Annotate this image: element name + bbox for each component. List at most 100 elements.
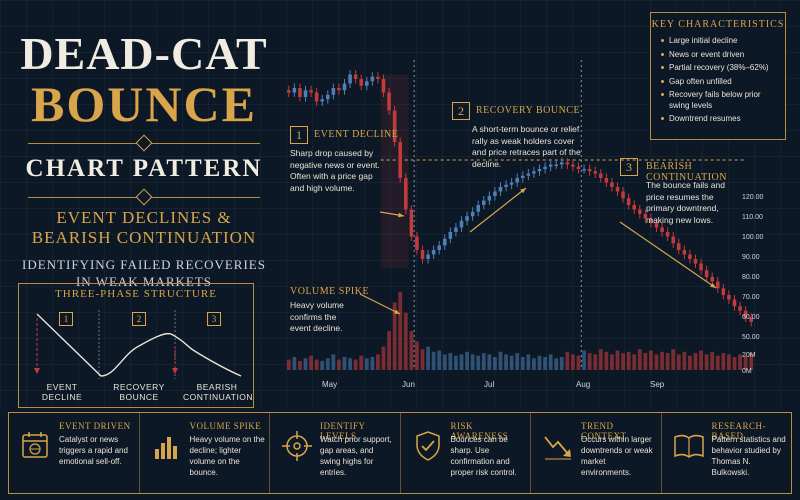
- x-tick-label: Aug: [576, 380, 591, 389]
- candle-body: [359, 79, 363, 86]
- volume-bar: [743, 355, 748, 370]
- candle-body: [365, 81, 369, 86]
- key-item: Gap often unfilled: [661, 77, 779, 88]
- feature-bar: EVENT DRIVEN Catalyst or news triggers a…: [8, 412, 792, 494]
- candle-body: [521, 175, 525, 178]
- candle-body: [716, 281, 720, 289]
- chart-svg: [286, 60, 754, 370]
- candle-body: [632, 205, 636, 210]
- annotation-3-number: 3: [620, 158, 638, 176]
- candle-body: [420, 250, 425, 259]
- volume-bar: [392, 302, 397, 370]
- candle-body: [326, 94, 330, 100]
- candle-body: [314, 92, 319, 102]
- volume-bar: [621, 353, 625, 370]
- candle-body: [621, 191, 625, 199]
- volume-bar: [448, 353, 453, 370]
- phase-label-3: BEARISH CONTINUATION: [183, 382, 254, 402]
- calendar-globe-icon: [22, 432, 48, 458]
- y-tick-label: 120.00: [742, 194, 764, 201]
- volume-bar: [515, 353, 520, 370]
- volume-bar: [398, 292, 403, 370]
- x-tick-label: Jul: [484, 380, 495, 389]
- volume-bar: [359, 355, 364, 370]
- candle-body: [626, 198, 631, 205]
- three-phase-structure: THREE-PHASE STRUCTURE 1 2 3 EVENT DECLIN…: [18, 283, 254, 408]
- volume-bars-icon: [154, 437, 177, 459]
- volume-bar: [738, 354, 742, 370]
- candle-body: [571, 164, 575, 167]
- candle-body: [526, 173, 531, 176]
- volume-bar: [286, 359, 291, 370]
- y-tick-label: 70.00: [742, 294, 760, 301]
- volume-bar: [715, 355, 720, 370]
- crosshair-icon: [282, 431, 312, 461]
- subtitle: EVENT DECLINES & BEARISH CONTINUATION: [31, 208, 257, 247]
- candle-body: [470, 211, 475, 217]
- candle-body: [576, 166, 581, 169]
- candle-body: [309, 90, 313, 93]
- volume-bar: [487, 354, 492, 370]
- candle-body: [392, 110, 397, 142]
- volume-bar: [732, 357, 737, 370]
- volume-bar: [498, 351, 503, 370]
- candle-body: [704, 270, 709, 277]
- key-list: Large initial decline News or event driv…: [651, 36, 785, 125]
- continuation-arrow-head: [710, 282, 716, 288]
- candle-body: [426, 254, 430, 259]
- candle-body: [331, 88, 336, 95]
- feature-text: Bounces can be sharp. Use confirmation a…: [450, 435, 517, 477]
- candle-body: [404, 178, 408, 210]
- volume-bar: [615, 350, 620, 370]
- volume-arrow: [359, 293, 401, 315]
- volume-bar: [454, 355, 458, 370]
- volume-bar: [415, 341, 419, 370]
- title-line-1: DEAD-CAT: [20, 28, 268, 79]
- volume-bar: [325, 358, 330, 370]
- trend-arrow-icon: [544, 436, 571, 460]
- candle-body: [721, 288, 726, 295]
- candle-body: [710, 277, 714, 282]
- volume-bar: [303, 358, 308, 370]
- volume-bar: [554, 358, 559, 370]
- y-tick-label: 60.00: [742, 314, 760, 321]
- feature-title: TREND CONTEXT: [581, 421, 627, 441]
- volume-bar: [532, 358, 536, 370]
- candle-body: [476, 205, 480, 212]
- candle-body: [370, 76, 375, 82]
- candle-body: [415, 236, 419, 250]
- phase-label-1: EVENT DECLINE: [41, 382, 83, 402]
- candle-body: [381, 79, 386, 93]
- candle-body: [431, 250, 436, 255]
- volume-bar: [442, 354, 447, 370]
- key-item: Partial recovery (38%–62%): [661, 63, 779, 74]
- volume-bar: [643, 353, 648, 370]
- tagline: IDENTIFYING FAILED RECOVERIES IN WEAK MA…: [22, 257, 266, 289]
- x-tick-label: Sep: [650, 380, 665, 389]
- candle-body: [638, 209, 642, 214]
- annotation-1-text: Sharp drop caused by negative news or ev…: [290, 148, 380, 193]
- candlestick-chart: 120.00 110.00 100.00 90.00 80.00 70.00 6…: [280, 40, 770, 400]
- x-tick-label: Jun: [402, 380, 415, 389]
- volume-bar: [348, 358, 352, 370]
- annotation-1-number: 1: [290, 126, 308, 144]
- feature-event-driven: EVENT DRIVEN Catalyst or news triggers a…: [9, 413, 140, 493]
- y-tick-label: 80.00: [742, 274, 760, 281]
- volume-bar: [610, 354, 614, 370]
- candle-body: [699, 263, 703, 271]
- feature-text: Pattern statistics and behavior studied …: [711, 435, 786, 477]
- candle-body: [342, 83, 347, 91]
- volume-tick-label: 0M: [742, 368, 752, 375]
- key-item: Downtrend resumes: [661, 114, 779, 125]
- phase-num-3: 3: [207, 312, 221, 326]
- title-line-2: BOUNCE: [31, 76, 257, 132]
- volume-bar: [660, 351, 664, 370]
- candle-body: [743, 310, 748, 318]
- phase-label-2: RECOVERY BOUNCE: [113, 382, 165, 402]
- candle-body: [337, 88, 341, 91]
- volume-bar: [431, 351, 436, 370]
- volume-bar: [481, 353, 486, 370]
- annotation-3-title: BEARISH CONTINUATION: [646, 161, 727, 183]
- volume-bar: [699, 350, 703, 370]
- volume-bar: [292, 357, 297, 370]
